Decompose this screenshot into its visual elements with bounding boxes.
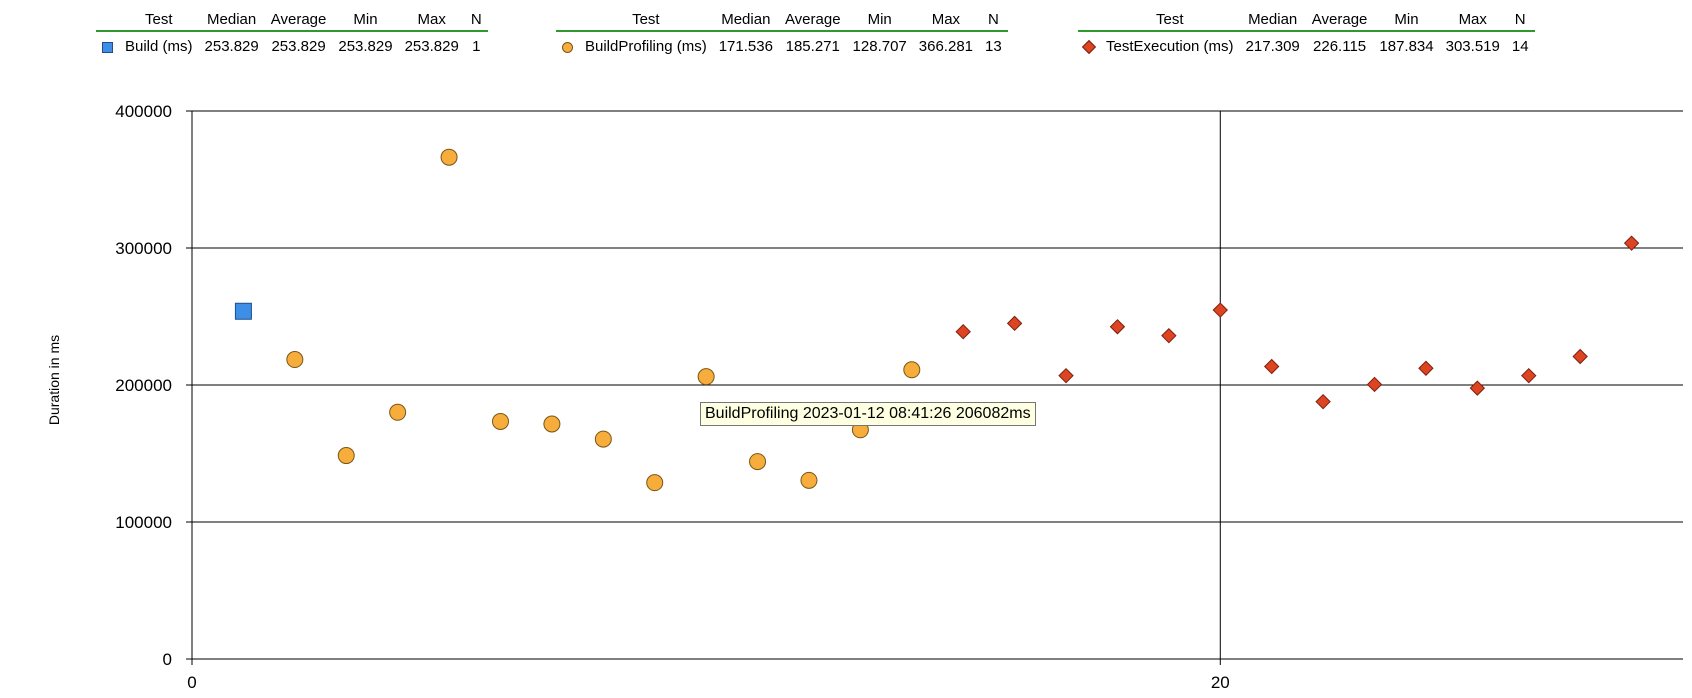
legend-median: 253.829 [204,38,259,55]
legend-n: 14 [1511,38,1529,55]
data-point-testexecution [1109,319,1126,335]
legend-testexecution: Test Median Average Min Max N TestExecut… [1078,8,1535,55]
legend-header-test: Test [579,8,713,32]
legend-build: Test Median Average Min Max N Build (ms)… [96,8,488,55]
data-point-testexecution [1418,360,1434,376]
legend-average: 226.115 [1313,38,1367,55]
diamond-icon [1081,39,1097,55]
data-point-testexecution [1572,348,1588,365]
data-point-testexecution [1058,367,1074,384]
legend-max: 303.519 [1445,38,1500,55]
legend-min: 128.707 [852,38,907,55]
data-point-buildprofiling [286,351,304,369]
legend-header-median: Median [1239,8,1306,32]
legend-max: 253.829 [404,38,459,55]
y-tick-label: 0 [163,650,172,669]
square-icon [102,41,113,53]
data-point-buildprofiling [594,430,612,448]
data-point-testexecution [1623,235,1640,251]
x-tick-label: 0 [187,673,196,692]
y-axis-label: Duration in ms [46,335,62,425]
legend-header-n: N [464,8,488,32]
legend-header-min: Min [846,8,913,32]
legend-header-max: Max [1439,8,1506,32]
legend-min: 253.829 [338,38,393,55]
legend-min: 187.834 [1379,38,1434,55]
grid-lines [186,110,1683,665]
legend-header-min: Min [1373,8,1440,32]
legend-header-median: Median [712,8,779,32]
legend-buildprofiling: Test Median Average Min Max N BuildProfi… [556,8,1008,55]
data-point-testexecution [1469,380,1486,396]
data-point-testexecution [955,323,971,340]
legend-n: 13 [985,38,1002,55]
legend-header-test: Test [119,8,199,32]
data-point-buildprofiling [543,415,561,433]
legend-header-max: Max [912,8,980,32]
y-tick-label: 400000 [115,102,172,121]
data-point-testexecution [1366,376,1383,393]
data-point-buildprofiling [491,412,509,430]
point-tooltip: BuildProfiling 2023-01-12 08:41:26 20608… [700,402,1036,426]
legend-header-min: Min [332,8,399,32]
legend-series-name: Build (ms) [125,38,193,55]
legend-average: 185.271 [785,38,840,55]
y-tick-label: 100000 [115,513,172,532]
y-tick-label: 300000 [115,239,172,258]
legend-average: 253.829 [271,38,326,55]
x-tick-label: 20 [1211,673,1230,692]
legend-header-n: N [1505,8,1535,32]
data-point-buildprofiling [646,474,664,492]
legend-header-n: N [979,8,1008,32]
data-point-testexecution [1006,315,1023,332]
legend-median: 217.309 [1245,38,1300,55]
legend-header-test: Test [1100,8,1240,32]
legend-series-name: BuildProfiling (ms) [585,38,707,55]
data-point-testexecution [1212,302,1228,318]
data-point-testexecution [1315,393,1331,410]
data-point-buildprofiling [800,471,818,489]
data-point-testexecution [1521,367,1537,384]
data-points [234,148,1640,492]
tick-labels: 0 100000 200000 300000 400000 0 20 [115,102,1229,692]
legend-header-max: Max [398,8,465,32]
data-point-buildprofiling [903,361,921,379]
legend-series-name: TestExecution (ms) [1106,38,1234,55]
legend-median: 171.536 [718,38,773,55]
data-point-buildprofiling [337,447,355,465]
legend-header-average: Average [1305,8,1374,32]
data-point-buildprofiling [749,453,767,471]
data-point-buildprofiling [697,368,715,386]
data-point-testexecution [1161,327,1177,344]
legend-header-average: Average [264,8,333,32]
circle-icon [562,41,573,53]
data-point-buildprofiling [440,148,458,166]
legend-max: 366.281 [918,38,974,55]
data-point-buildprofiling [389,403,407,421]
legend-header-median: Median [198,8,265,32]
y-tick-label: 200000 [115,376,172,395]
data-point-build [234,302,252,320]
legend-n: 1 [472,38,481,55]
legend-header-average: Average [778,8,847,32]
data-point-testexecution [1263,358,1280,375]
